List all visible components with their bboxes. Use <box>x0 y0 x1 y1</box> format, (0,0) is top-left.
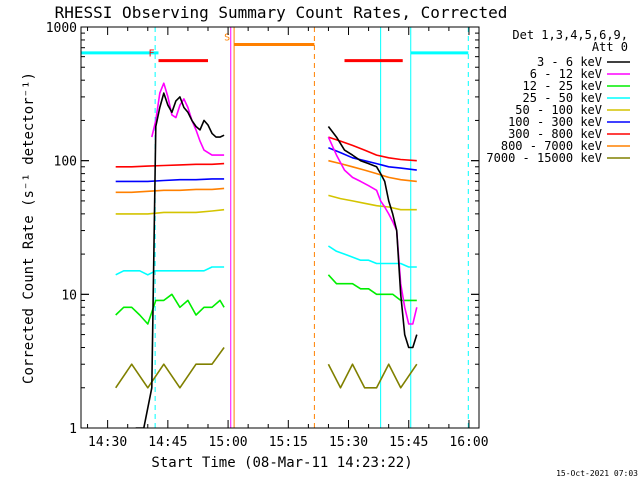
series-line <box>327 245 417 268</box>
legend-label: 800 - 7000 keV <box>501 139 602 153</box>
flag-label: N <box>71 41 77 52</box>
x-axis-label: Start Time (08-Mar-11 14:23:22) <box>151 455 412 471</box>
legend-label: 7000 - 15000 keV <box>486 151 602 165</box>
series-line <box>328 136 417 162</box>
legend-label: 3 - 6 keV <box>537 55 602 69</box>
x-tick-label: 14:30 <box>88 435 127 450</box>
legend-label: 300 - 800 keV <box>508 127 602 141</box>
series-line <box>115 266 225 276</box>
legend-label: 25 - 50 keV <box>523 91 602 105</box>
footer-date: 15-Oct-2021 07:03 <box>556 469 638 478</box>
legend-label: 100 - 300 keV <box>508 115 602 129</box>
series-line <box>115 293 225 325</box>
series-line <box>151 82 225 156</box>
plot-area: N F S <box>71 27 469 428</box>
series-line <box>328 194 417 211</box>
flag-label: S <box>224 32 230 43</box>
series-line <box>328 146 417 171</box>
y-axis: 1 10 100 1000 <box>46 21 479 437</box>
y-tick-label: 1 <box>69 422 77 437</box>
legend-header: Att 0 <box>592 40 628 54</box>
series-line <box>115 347 225 389</box>
x-tick-label: 15:45 <box>389 435 428 450</box>
x-tick-label: 15:00 <box>209 435 248 450</box>
series-line <box>115 162 225 168</box>
x-axis: 14:30 14:45 15:00 15:15 15:30 15:45 16:00 <box>87 27 489 450</box>
legend-label: 12 - 25 keV <box>523 79 602 93</box>
plot-frame <box>80 26 480 429</box>
x-tick-label: 15:15 <box>269 435 308 450</box>
series-line <box>115 178 225 183</box>
y-tick-label: 10 <box>61 288 77 303</box>
series-line <box>328 159 417 183</box>
y-tick-label: 100 <box>54 155 77 170</box>
series-line <box>115 208 225 215</box>
chart-title: RHESSI Observing Summary Count Rates, Co… <box>55 3 508 22</box>
y-axis-label: Corrected Count Rate (s⁻¹ detector⁻¹) <box>21 72 37 384</box>
x-tick-label: 16:00 <box>449 435 488 450</box>
series-line <box>327 136 418 325</box>
series-line <box>135 92 225 428</box>
legend-header: Det 1,3,4,5,6,9, <box>512 28 628 42</box>
series-line <box>327 126 418 349</box>
legend-label: 6 - 12 keV <box>530 67 602 81</box>
series-line <box>115 187 225 194</box>
flag-label: F <box>148 49 154 60</box>
x-tick-label: 14:45 <box>148 435 187 450</box>
x-tick-label: 15:30 <box>329 435 368 450</box>
y-tick-label: 1000 <box>46 21 77 36</box>
series-line <box>327 363 418 389</box>
legend-label: 50 - 100 keV <box>515 103 602 117</box>
